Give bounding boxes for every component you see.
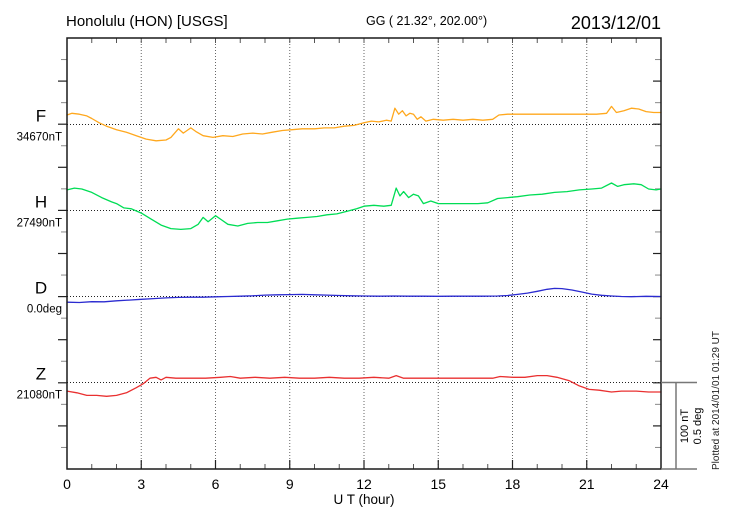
component-letter-h: H [35, 193, 47, 212]
component-letter-f: F [36, 107, 46, 126]
station-title: Honolulu (HON) [USGS] [66, 13, 228, 30]
xaxis-title: U T (hour) [333, 492, 394, 507]
xtick-18: 18 [505, 476, 521, 492]
component-letter-z: Z [36, 365, 46, 384]
xtick-24: 24 [653, 476, 669, 492]
trace-h [66, 182, 662, 231]
plot-frame [66, 37, 662, 470]
component-letter-d: D [35, 279, 47, 298]
component-traces [66, 105, 662, 397]
trace-z [66, 374, 662, 397]
xtick-12: 12 [356, 476, 372, 492]
component-value-z: 21080nT [17, 390, 62, 402]
xtick-9: 9 [286, 476, 294, 492]
geographic-coordinates: GG ( 21.32°, 202.00°) [366, 14, 487, 28]
xtick-6: 6 [212, 476, 220, 492]
scale-label-deg: 0.5 deg [692, 408, 704, 445]
component-baselines [67, 124, 661, 383]
scale-bar [661, 381, 697, 470]
component-value-d: 0.0deg [27, 304, 62, 316]
xtick-21: 21 [579, 476, 595, 492]
xtick-3: 3 [137, 476, 145, 492]
plotted-at-note: Plotted at 2014/01/01 01:29 UT [711, 331, 722, 470]
xtick-15: 15 [430, 476, 446, 492]
trace-d [66, 287, 662, 304]
component-value-h: 27490nT [17, 218, 62, 230]
x-gridlines [140, 38, 588, 469]
axis-ticks [58, 38, 661, 469]
plot-date: 2013/12/01 [571, 13, 661, 33]
trace-f [66, 105, 662, 142]
scale-label-nt: 100 nT [679, 409, 691, 444]
xtick-0: 0 [63, 476, 71, 492]
component-value-f: 34670nT [17, 132, 62, 144]
